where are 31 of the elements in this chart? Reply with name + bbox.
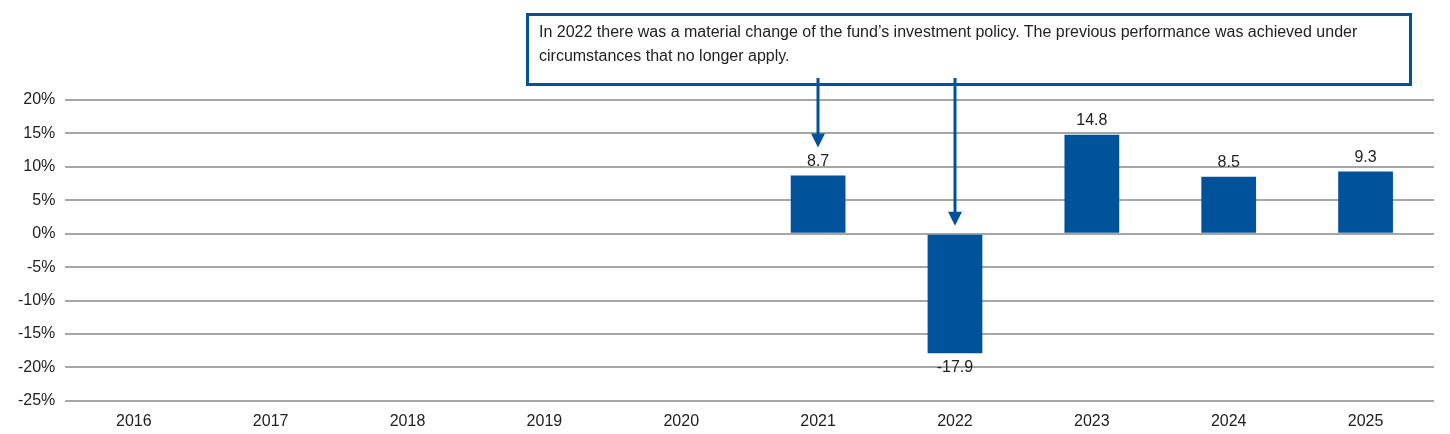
x-tick-label: 2021 bbox=[800, 411, 837, 429]
y-tick-label: 5% bbox=[32, 190, 56, 208]
y-tick-label: 0% bbox=[32, 224, 56, 242]
x-tick-label: 2025 bbox=[1347, 411, 1384, 429]
y-tick-label: -25% bbox=[17, 391, 56, 409]
data-label: 8.7 bbox=[806, 151, 830, 169]
bar bbox=[790, 175, 846, 233]
bar bbox=[927, 234, 983, 354]
data-label: -17.9 bbox=[936, 357, 974, 375]
data-label: 8.5 bbox=[1217, 153, 1240, 171]
y-tick-label: -10% bbox=[17, 290, 56, 308]
y-tick-label: -20% bbox=[17, 357, 56, 375]
x-tick-label: 2017 bbox=[252, 411, 289, 429]
y-tick-label: -5% bbox=[26, 257, 56, 275]
x-tick-label: 2024 bbox=[1210, 411, 1247, 429]
bar bbox=[1064, 134, 1120, 233]
x-tick-label: 2023 bbox=[1074, 411, 1110, 429]
x-tick-label: 2016 bbox=[115, 411, 152, 429]
text: In 2022 there was a material change of the fund’s investment policy. The previous performance was achieved under circumstances that no longer apply. bbox=[539, 23, 1358, 64]
x-tick-label: 2018 bbox=[389, 411, 426, 429]
x-tick-label: 2019 bbox=[526, 411, 563, 429]
data-label: 9.3 bbox=[1354, 147, 1377, 165]
y-tick-label: 20% bbox=[23, 90, 56, 108]
y-tick-label: -15% bbox=[17, 324, 56, 342]
bar bbox=[1201, 176, 1257, 233]
bar bbox=[1338, 171, 1393, 233]
y-tick-label: 15% bbox=[23, 123, 56, 141]
x-tick-label: 2020 bbox=[663, 411, 700, 429]
x-tick-label: 2022 bbox=[937, 411, 973, 429]
data-label: 14.8 bbox=[1076, 111, 1108, 129]
y-tick-label: 10% bbox=[23, 157, 56, 175]
